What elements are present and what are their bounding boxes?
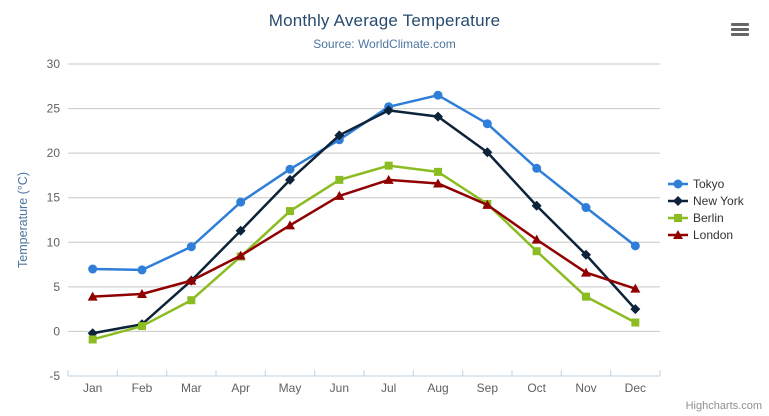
legend-item-tokyo[interactable]: Tokyo xyxy=(668,175,744,192)
x-axis-tick-label: Sep xyxy=(477,381,499,395)
y-axis-tick-label: 0 xyxy=(53,324,60,338)
series-new-york xyxy=(87,105,641,339)
x-axis-tick-label: May xyxy=(279,381,302,395)
data-point-new-york-aug[interactable] xyxy=(433,111,443,122)
series-line-new-york[interactable] xyxy=(91,109,637,335)
x-axis-tick-label: Mar xyxy=(181,381,202,395)
data-point-new-york-nov[interactable] xyxy=(581,249,591,260)
x-axis-tick-label: Dec xyxy=(625,381,646,395)
x-axis-tick-label: Nov xyxy=(575,381,596,395)
x-axis-tick-label: Oct xyxy=(527,381,546,395)
x-axis-tick-label: Jun xyxy=(330,381,349,395)
series-line-london[interactable] xyxy=(91,178,637,298)
x-axis-tick-label: Apr xyxy=(231,381,250,395)
data-point-london-feb[interactable] xyxy=(137,288,147,298)
data-point-tokyo-oct[interactable] xyxy=(532,163,542,173)
legend: Tokyo New York Berlin London xyxy=(668,175,744,243)
series-tokyo xyxy=(88,90,640,275)
y-axis-tick-label: 20 xyxy=(47,146,61,160)
x-axis-tick-label: Feb xyxy=(132,381,153,395)
data-point-tokyo-feb[interactable] xyxy=(137,265,147,275)
legend-symbol-diamond-icon xyxy=(668,195,688,206)
data-point-new-york-sep[interactable] xyxy=(482,147,493,158)
data-point-tokyo-nov[interactable] xyxy=(581,203,591,213)
chart-subtitle: Source: WorldClimate.com xyxy=(313,37,456,51)
data-point-berlin-feb[interactable] xyxy=(138,322,146,331)
legend-item-berlin[interactable]: Berlin xyxy=(668,209,744,226)
data-point-london-sep[interactable] xyxy=(482,199,493,209)
data-point-berlin-jun[interactable] xyxy=(335,175,344,184)
data-point-tokyo-dec[interactable] xyxy=(630,241,640,251)
legend-label: Tokyo xyxy=(693,176,725,191)
y-axis-tick-label: 5 xyxy=(53,280,60,294)
data-point-new-york-dec[interactable] xyxy=(630,304,641,315)
series-london xyxy=(87,174,641,301)
context-menu-button[interactable] xyxy=(728,19,754,41)
legend-label: Berlin xyxy=(693,210,724,225)
data-point-london-may[interactable] xyxy=(285,220,295,230)
data-point-new-york-apr[interactable] xyxy=(235,225,246,236)
data-point-london-jun[interactable] xyxy=(334,190,345,200)
x-axis-tick-label: Aug xyxy=(427,381,448,395)
data-point-london-apr[interactable] xyxy=(235,250,246,260)
data-point-london-mar[interactable] xyxy=(186,275,197,285)
data-point-tokyo-apr[interactable] xyxy=(236,197,246,207)
data-point-london-jan[interactable] xyxy=(87,291,98,301)
data-point-tokyo-may[interactable] xyxy=(285,164,295,174)
data-point-berlin-may[interactable] xyxy=(286,207,294,216)
data-point-london-nov[interactable] xyxy=(581,267,591,277)
data-point-berlin-nov[interactable] xyxy=(582,292,590,301)
legend-item-new-york[interactable]: New York xyxy=(668,192,744,209)
data-point-tokyo-jan[interactable] xyxy=(88,264,98,274)
data-point-tokyo-aug[interactable] xyxy=(433,90,443,100)
y-axis-tick-label: 25 xyxy=(47,102,61,116)
legend-item-london[interactable]: London xyxy=(668,226,744,243)
data-point-new-york-oct[interactable] xyxy=(531,200,542,211)
data-point-berlin-aug[interactable] xyxy=(434,167,442,176)
data-point-berlin-jan[interactable] xyxy=(88,335,97,344)
credits-link[interactable]: Highcharts.com xyxy=(685,400,762,412)
data-point-london-oct[interactable] xyxy=(531,234,542,244)
data-point-new-york-jun[interactable] xyxy=(334,130,345,141)
legend-symbol-triangle-icon xyxy=(668,229,688,239)
series-line-tokyo[interactable] xyxy=(91,93,637,272)
legend-label: New York xyxy=(693,193,744,208)
data-point-new-york-jul[interactable] xyxy=(383,105,394,116)
series-berlin xyxy=(88,161,640,344)
data-point-berlin-dec[interactable] xyxy=(631,318,640,327)
hamburger-icon xyxy=(731,22,751,36)
data-point-london-jul[interactable] xyxy=(383,174,394,184)
legend-symbol-square-icon xyxy=(668,213,688,222)
data-point-berlin-mar[interactable] xyxy=(187,296,196,305)
legend-symbol-circle-icon xyxy=(668,179,688,188)
data-point-new-york-may[interactable] xyxy=(285,174,295,185)
series-line-berlin[interactable] xyxy=(91,164,637,341)
y-axis-tick-label: 10 xyxy=(47,235,61,249)
data-point-berlin-oct[interactable] xyxy=(532,247,541,256)
data-point-berlin-jul[interactable] xyxy=(384,161,393,170)
data-point-tokyo-mar[interactable] xyxy=(186,242,196,252)
y-axis-tick-label: 15 xyxy=(47,191,61,205)
y-axis-tick-label: 30 xyxy=(47,57,61,71)
x-axis-tick-label: Jan xyxy=(83,381,102,395)
chart-title: Monthly Average Temperature xyxy=(268,11,501,30)
data-point-tokyo-sep[interactable] xyxy=(482,119,492,129)
legend-label: London xyxy=(693,227,734,242)
data-point-london-dec[interactable] xyxy=(630,283,641,293)
y-axis-title: Temperature (°C) xyxy=(16,172,30,268)
data-point-london-aug[interactable] xyxy=(433,178,443,188)
y-axis-tick-label: -5 xyxy=(49,369,60,383)
x-axis-tick-label: Jul xyxy=(381,381,396,395)
